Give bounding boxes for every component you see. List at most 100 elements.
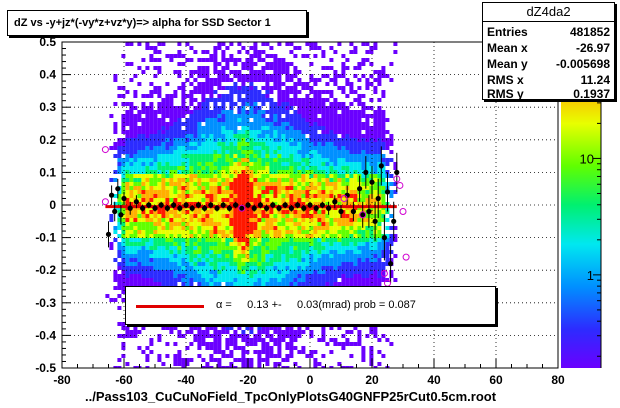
heatmap-cell	[345, 162, 350, 166]
heatmap-cell	[277, 182, 282, 186]
heatmap-cell	[325, 134, 330, 138]
heatmap-cell	[281, 154, 286, 158]
heatmap-cell	[205, 246, 210, 250]
heatmap-cell	[365, 158, 370, 162]
heatmap-cell	[261, 42, 266, 46]
heatmap-cell	[121, 246, 126, 250]
heatmap-cell	[153, 242, 158, 246]
heatmap-cell	[265, 154, 270, 158]
heatmap-cell	[341, 342, 346, 346]
heatmap-cell	[137, 154, 142, 158]
heatmap-cell	[201, 246, 206, 250]
heatmap-cell	[145, 94, 150, 98]
heatmap-cell	[201, 262, 206, 266]
heatmap-cell	[253, 282, 258, 286]
heatmap-cell	[309, 222, 314, 226]
heatmap-cell	[117, 222, 122, 226]
z-tick-label: 1	[587, 268, 594, 283]
heatmap-cell	[293, 254, 298, 258]
heatmap-cell	[305, 122, 310, 126]
heatmap-cell	[129, 198, 134, 202]
heatmap-cell	[285, 150, 290, 154]
heatmap-cell	[317, 186, 322, 190]
heatmap-cell	[225, 150, 230, 154]
heatmap-cell	[169, 114, 174, 118]
heatmap-cell	[337, 198, 342, 202]
heatmap-cell	[209, 334, 214, 338]
heatmap-cell	[369, 358, 374, 362]
heatmap-cell	[205, 234, 210, 238]
heatmap-cell	[189, 174, 194, 178]
heatmap-cell	[233, 90, 238, 94]
heatmap-cell	[113, 102, 118, 106]
heatmap-cell	[377, 106, 382, 110]
heatmap-cell	[133, 250, 138, 254]
heatmap-cell	[253, 218, 258, 222]
heatmap-cell	[221, 278, 226, 282]
heatmap-cell	[141, 154, 146, 158]
heatmap-cell	[321, 158, 326, 162]
heatmap-cell	[113, 202, 118, 206]
heatmap-cell	[221, 114, 226, 118]
heatmap-cell	[145, 282, 150, 286]
heatmap-cell	[337, 118, 342, 122]
heatmap-cell	[293, 214, 298, 218]
heatmap-cell	[293, 274, 298, 278]
heatmap-cell	[373, 162, 378, 166]
heatmap-cell	[369, 270, 374, 274]
heatmap-cell	[269, 186, 274, 190]
heatmap-cell	[365, 182, 370, 186]
heatmap-cell	[249, 146, 254, 150]
heatmap-cell	[269, 78, 274, 82]
heatmap-cell	[269, 246, 274, 250]
heatmap-cell	[217, 94, 222, 98]
heatmap-cell	[257, 50, 262, 54]
heatmap-cell	[125, 62, 130, 66]
heatmap-cell	[113, 286, 118, 290]
heatmap-cell	[289, 262, 294, 266]
heatmap-cell	[213, 114, 218, 118]
heatmap-cell	[169, 166, 174, 170]
heatmap-cell	[361, 150, 366, 154]
heatmap-cell	[309, 74, 314, 78]
heatmap-cell	[205, 362, 210, 366]
heatmap-cell	[285, 98, 290, 102]
heatmap-cell	[317, 162, 322, 166]
heatmap-cell	[241, 198, 246, 202]
heatmap-cell	[277, 194, 282, 198]
heatmap-cell	[313, 222, 318, 226]
heatmap-cell	[373, 186, 378, 190]
heatmap-cell	[125, 194, 130, 198]
heatmap-cell	[377, 218, 382, 222]
heatmap-cell	[293, 166, 298, 170]
heatmap-cell	[237, 262, 242, 266]
heatmap-cell	[113, 142, 118, 146]
heatmap-cell	[301, 114, 306, 118]
heatmap-cell	[249, 98, 254, 102]
heatmap-cell	[225, 58, 230, 62]
heatmap-cell	[341, 202, 346, 206]
heatmap-cell	[137, 170, 142, 174]
heatmap-cell	[341, 66, 346, 70]
heatmap-cell	[225, 122, 230, 126]
heatmap-cell	[369, 274, 374, 278]
heatmap-cell	[217, 162, 222, 166]
heatmap-cell	[341, 282, 346, 286]
heatmap-cell	[377, 238, 382, 242]
heatmap-cell	[293, 234, 298, 238]
heatmap-cell	[273, 54, 278, 58]
heatmap-cell	[361, 178, 366, 182]
heatmap-cell	[333, 218, 338, 222]
heatmap-cell	[137, 202, 142, 206]
heatmap-cell	[305, 266, 310, 270]
heatmap-cell	[169, 330, 174, 334]
heatmap-cell	[317, 174, 322, 178]
heatmap-cell	[381, 126, 386, 130]
heatmap-cell	[173, 262, 178, 266]
heatmap-cell	[245, 198, 250, 202]
heatmap-cell	[305, 226, 310, 230]
heatmap-cell	[241, 46, 246, 50]
heatmap-cell	[369, 330, 374, 334]
stat-label: RMS x	[487, 73, 524, 87]
heatmap-cell	[165, 198, 170, 202]
